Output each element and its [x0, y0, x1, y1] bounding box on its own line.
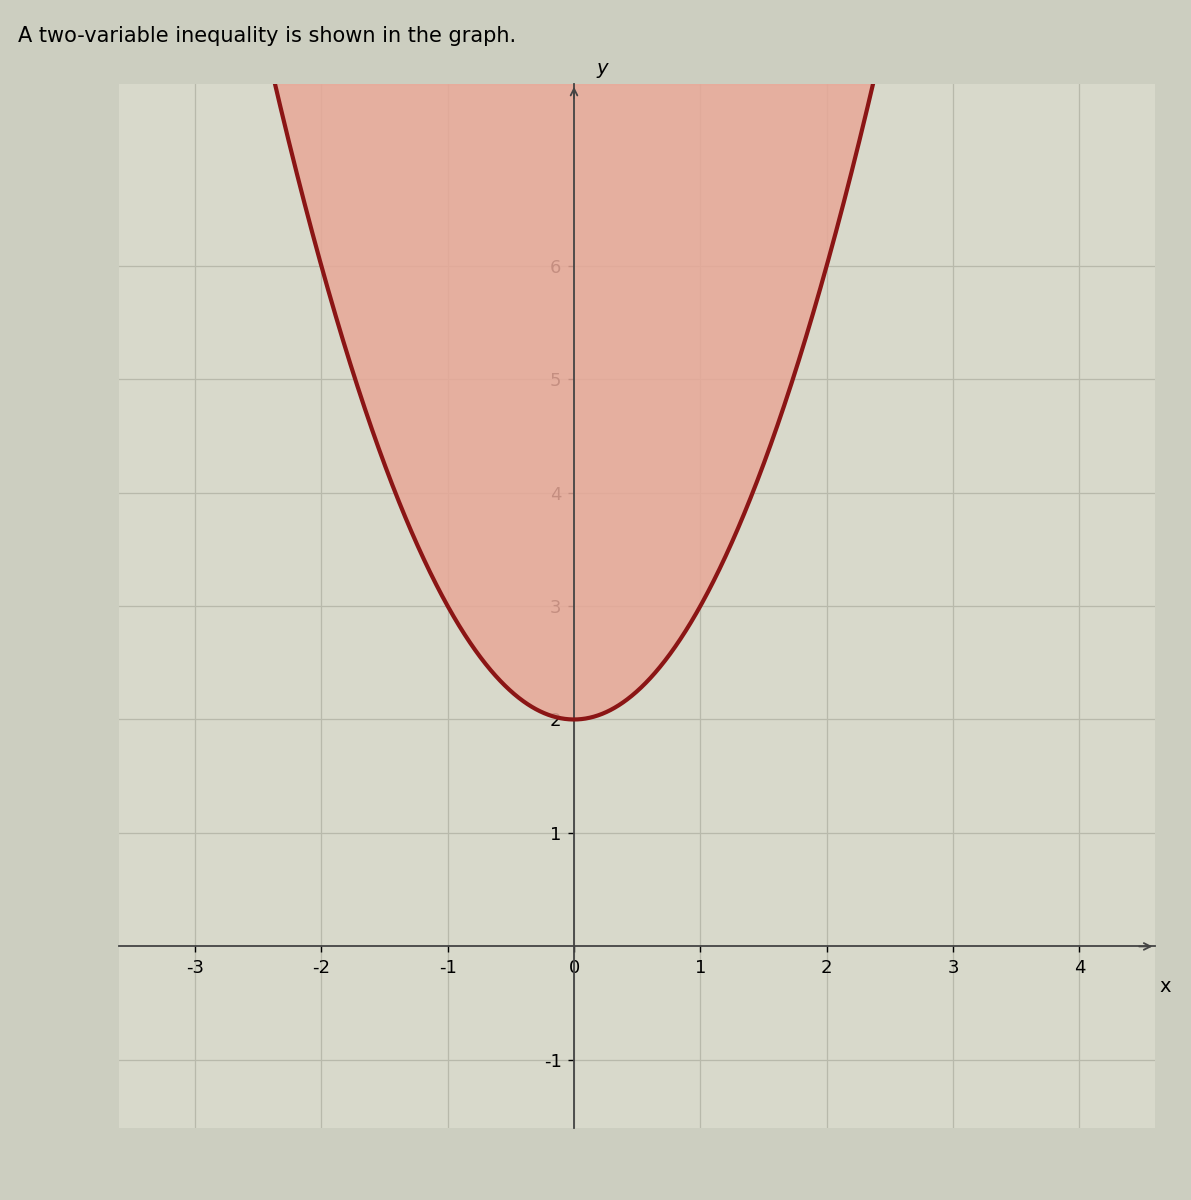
Text: x: x	[1160, 977, 1171, 996]
Text: y: y	[597, 59, 609, 78]
Text: A two-variable inequality is shown in the graph.: A two-variable inequality is shown in th…	[18, 26, 516, 47]
